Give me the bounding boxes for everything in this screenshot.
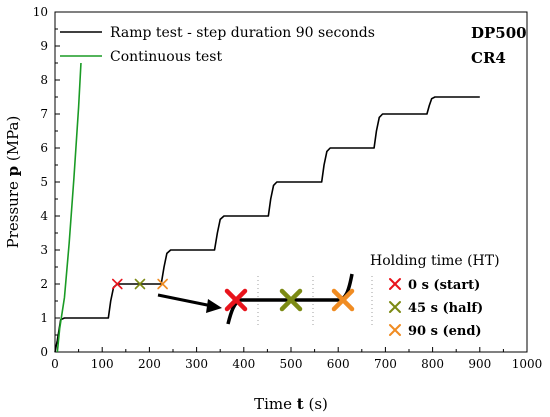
y-tick-label: 0 [40, 345, 48, 359]
y-tick-label: 8 [40, 73, 48, 87]
axis-tick-labels: 0 100 200 300 400 500 600 700 800 900 1000 0 1 2 3 4 5 6 7… [33, 5, 543, 371]
legend: Ramp test - step duration 90 seconds Con… [60, 25, 375, 65]
x-tick-label: 100 [91, 357, 114, 371]
holding-time-marker [157, 278, 168, 290]
inset-pointer-arrowhead [206, 299, 222, 313]
inset-marker [331, 288, 355, 312]
y-tick-label: 10 [33, 5, 48, 19]
y-tick-label: 7 [40, 107, 48, 121]
x-tick-label: 800 [421, 357, 444, 371]
holding-time-legend-mark [389, 301, 401, 313]
holding-time-label-half: 45 s (half) [408, 301, 483, 316]
y-tick-label: 4 [40, 209, 48, 223]
x-tick-label: 200 [138, 357, 161, 371]
inset-markers [224, 288, 355, 312]
holding-time-title: Holding time (HT) [370, 253, 500, 269]
inset-pointer-arrow-line [157, 293, 213, 308]
holding-time-markers [112, 278, 168, 290]
y-tick-label: 5 [40, 175, 48, 189]
y-axis-title: Pressure p (MPa) [4, 116, 22, 249]
y-tick-label: 1 [40, 311, 48, 325]
holding-time-label-start: 0 s (start) [408, 278, 480, 293]
inset-marker [279, 288, 303, 312]
holding-time-legend-mark [389, 324, 401, 336]
x-tick-label: 0 [51, 357, 59, 371]
x-tick-label: 700 [374, 357, 397, 371]
x-tick-label: 600 [327, 357, 350, 371]
x-tick-label: 400 [232, 357, 255, 371]
series-ramp-test-line [54, 96, 480, 353]
x-tick-label: 300 [185, 357, 208, 371]
holding-time-marker [134, 278, 146, 290]
x-tick-label: 500 [280, 357, 303, 371]
holding-time-legend-mark [389, 278, 401, 290]
zoom-inset [157, 273, 373, 325]
y-tick-label: 6 [40, 141, 48, 155]
inset-marker [224, 288, 248, 312]
holding-time-marker [112, 278, 123, 290]
x-tick-label: 1000 [512, 357, 543, 371]
legend-label-continuous: Continuous test [110, 49, 222, 65]
legend-label-ramp: Ramp test - step duration 90 seconds [110, 25, 375, 41]
y-tick-label: 2 [40, 277, 48, 291]
x-axis-title: Time t (s) [254, 395, 328, 413]
holding-time-label-end: 90 s (end) [408, 324, 482, 339]
series-continuous-test-line [56, 62, 82, 353]
annotation-material: DP500 [471, 24, 527, 42]
annotation-condition: CR4 [471, 49, 506, 67]
y-tick-label: 9 [40, 39, 48, 53]
y-tick-label: 3 [40, 243, 48, 257]
x-tick-label: 900 [468, 357, 491, 371]
holding-time-legend: Holding time (HT) 0 s (start) 45 s (half… [370, 253, 500, 339]
